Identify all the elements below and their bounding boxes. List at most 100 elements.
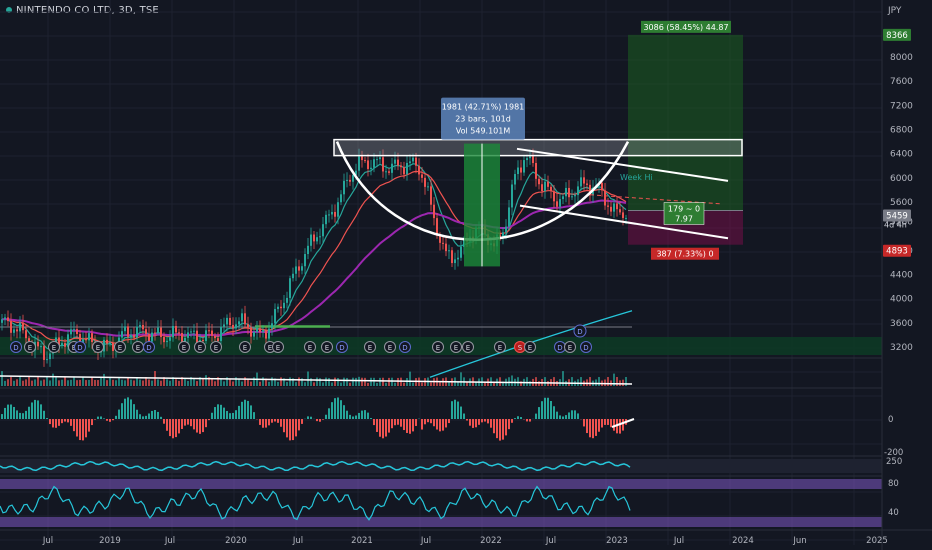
- candle-body: [568, 187, 570, 198]
- upper-trend-line[interactable]: [516, 147, 729, 182]
- rim-rectangle[interactable]: [333, 138, 743, 157]
- time-tick-label: Jun: [792, 536, 806, 546]
- macd-histogram-bar: [562, 416, 564, 419]
- event-marker[interactable]: [239, 341, 251, 353]
- macd-histogram-bar: [520, 417, 522, 419]
- candle-body: [226, 317, 228, 325]
- candle-body: [460, 246, 462, 258]
- event-marker[interactable]: [524, 341, 536, 353]
- event-marker[interactable]: [74, 341, 86, 353]
- volume-bar: [340, 382, 342, 386]
- candle-body: [457, 257, 459, 260]
- volume-bar: [169, 380, 171, 386]
- candle-body: [202, 340, 204, 342]
- time-tick-label: Jul: [420, 536, 431, 546]
- target-zone[interactable]: [628, 34, 743, 211]
- candle-body: [88, 333, 90, 341]
- event-marker[interactable]: [92, 341, 104, 353]
- macd-histogram-bar: [574, 410, 576, 419]
- macd-histogram-bar: [463, 413, 465, 419]
- event-marker[interactable]: [384, 341, 396, 353]
- event-marker[interactable]: [24, 341, 36, 353]
- event-marker[interactable]: [494, 341, 506, 353]
- event-marker[interactable]: [564, 341, 576, 353]
- macd-histogram-bar: [601, 419, 603, 428]
- event-marker[interactable]: [114, 341, 126, 353]
- event-marker[interactable]: [210, 341, 222, 353]
- lower-trend-line[interactable]: [519, 204, 729, 240]
- time-axis[interactable]: Jul 2019 Jul 2020 Jul 2021 Jul 2022 Jul 2023 Jul 20…: [0, 529, 932, 546]
- volume-bar: [91, 377, 93, 386]
- event-marker[interactable]: [450, 341, 462, 353]
- candle-body: [1, 319, 3, 323]
- candle-body: [316, 237, 318, 242]
- dividend-marker[interactable]: [573, 324, 587, 338]
- event-marker[interactable]: [48, 341, 60, 353]
- event-markers[interactable]: D E E E D E E E D E E E E E E E E D E E D E E E E S E D E DD: [10, 324, 592, 353]
- candle-body: [526, 158, 528, 161]
- cup-pattern-drawing[interactable]: [333, 138, 743, 267]
- event-marker[interactable]: [194, 341, 206, 353]
- price-axis[interactable]: JPY8000760072006800640060005600528048004…: [881, 0, 913, 550]
- volume-bar: [31, 380, 33, 386]
- volume-bar: [205, 375, 207, 386]
- stop-label-box: [651, 247, 719, 260]
- stop-price-badge-bg: [883, 244, 911, 257]
- macd-tick-label: -200: [884, 448, 903, 458]
- macd-histogram-bar: [571, 410, 573, 419]
- event-marker[interactable]: [272, 341, 284, 353]
- macd-histogram-bar: [130, 399, 132, 419]
- macd-histogram-bar: [496, 419, 498, 439]
- volume-bar: [580, 377, 582, 386]
- macd-histogram-bar: [55, 419, 57, 428]
- volume-bar: [52, 373, 54, 386]
- candle-body: [166, 340, 168, 343]
- volume-bar: [19, 377, 21, 386]
- rsi-overbought-band: [0, 479, 882, 489]
- event-marker-letter: E: [136, 344, 140, 352]
- candle-body: [445, 243, 447, 252]
- macd-histogram-bar: [232, 412, 234, 419]
- candle-body: [262, 330, 264, 332]
- macd-histogram-bar: [559, 415, 561, 419]
- macd-histogram-bar: [259, 419, 261, 425]
- macd-histogram-bar: [403, 419, 405, 431]
- price-tick-label: 4400: [890, 270, 913, 280]
- event-marker[interactable]: [178, 341, 190, 353]
- candle-body: [361, 156, 363, 161]
- candle-body: [106, 339, 108, 344]
- volume-bar: [502, 381, 504, 386]
- candle-body: [178, 332, 180, 334]
- event-marker[interactable]: [143, 341, 155, 353]
- event-marker[interactable]: [304, 341, 316, 353]
- volume-bar: [58, 380, 60, 386]
- macd-histogram-bar: [109, 419, 111, 422]
- event-marker[interactable]: [364, 341, 376, 353]
- event-marker[interactable]: [432, 341, 444, 353]
- macd-histogram-bar: [358, 412, 360, 419]
- long-position-tool[interactable]: [0, 34, 882, 355]
- event-marker[interactable]: [10, 341, 22, 353]
- event-marker[interactable]: [336, 341, 348, 353]
- event-marker[interactable]: [321, 341, 333, 353]
- macd-histogram-bar: [490, 419, 492, 428]
- macd-histogram-bar: [223, 407, 225, 419]
- macd-histogram-bar: [88, 419, 90, 432]
- event-marker[interactable]: [462, 341, 474, 353]
- volume-bar: [115, 380, 117, 386]
- candle-body: [25, 330, 27, 339]
- volume-bar: [343, 377, 345, 386]
- event-marker[interactable]: [580, 341, 592, 353]
- event-marker-letter: S: [518, 344, 523, 352]
- candle-body: [298, 266, 300, 271]
- last-price-badge-bg: [883, 209, 911, 222]
- candle-body: [334, 211, 336, 217]
- candle-body: [616, 203, 618, 210]
- volume-bar: [70, 379, 72, 386]
- event-marker[interactable]: [399, 341, 411, 353]
- volume-bar: [61, 379, 63, 386]
- event-marker-letter: E: [528, 344, 532, 352]
- volume-bar: [82, 377, 84, 386]
- volume-bar: [139, 379, 141, 386]
